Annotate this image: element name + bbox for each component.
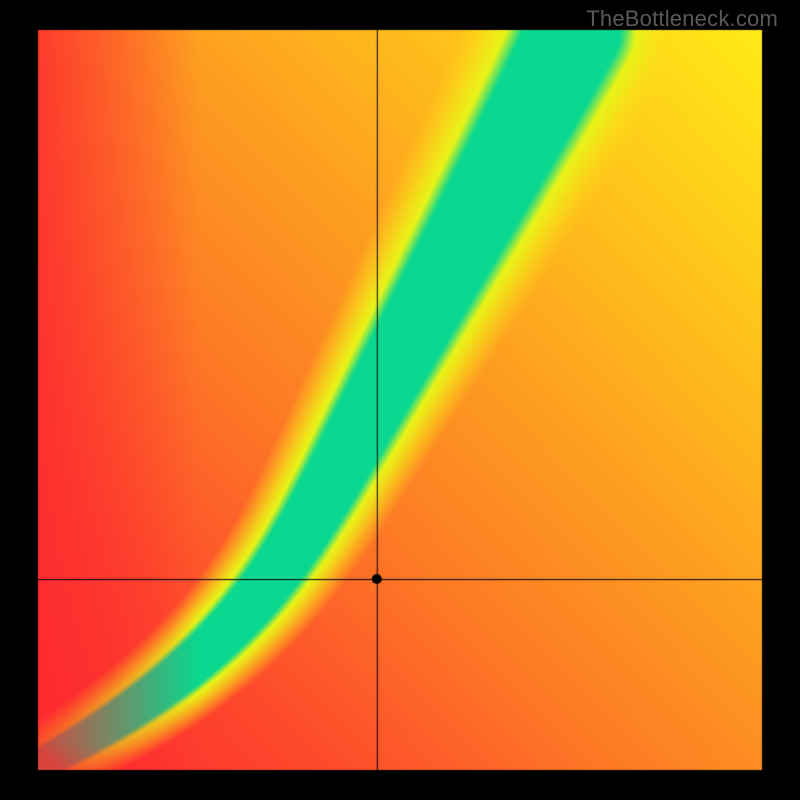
chart-container: TheBottleneck.com [0, 0, 800, 800]
heatmap-canvas [0, 0, 800, 800]
watermark-text: TheBottleneck.com [586, 6, 778, 32]
